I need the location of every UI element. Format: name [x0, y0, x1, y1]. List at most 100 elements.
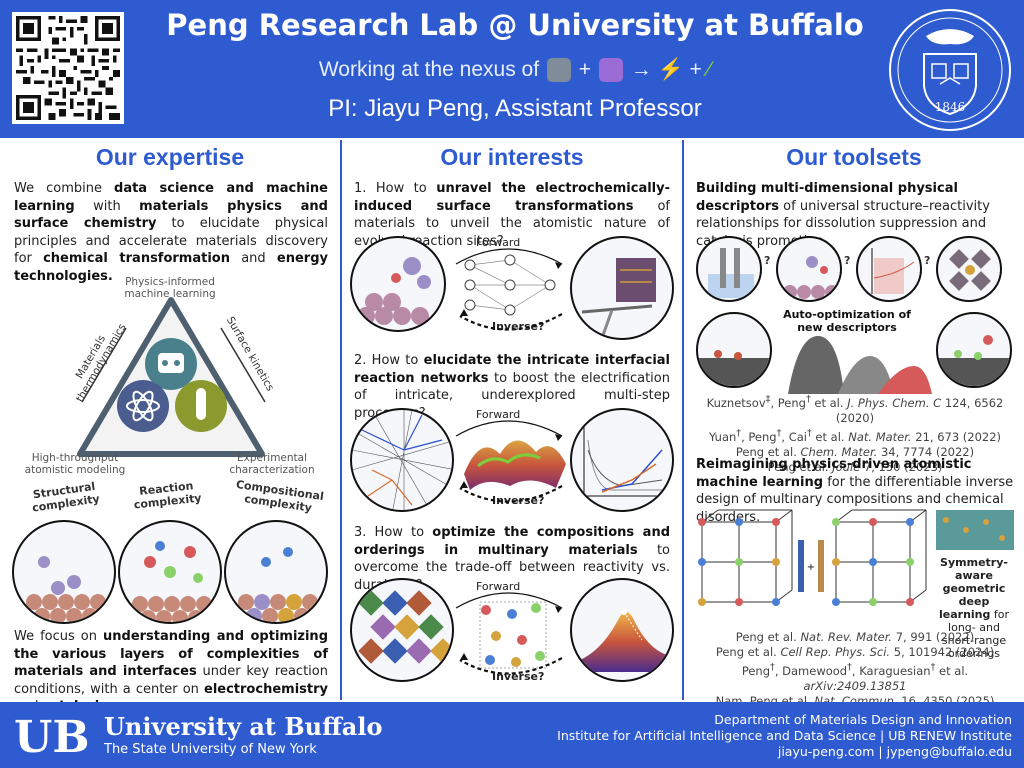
ub-logo-icon[interactable]: UB — [14, 712, 100, 763]
reference-text: et al. — [810, 395, 848, 410]
body-text: 2. How to — [354, 353, 424, 368]
footer-affiliations: Department of Materials Design and Innov… — [557, 712, 1012, 760]
reference-2[interactable]: Yuan†, Peng†, Cai† et al. Nat. Mater. 21… — [696, 426, 1014, 445]
reference-text: et al. — [811, 429, 849, 444]
body-text: with — [74, 198, 140, 214]
tri-bottom-right-label: Experimental characterization — [229, 452, 315, 476]
footer-contact[interactable]: jiayu-peng.com | jypeng@buffalo.edu — [777, 744, 1012, 759]
reference-text: 34, 7774 (2022) — [877, 444, 975, 459]
lab-title: Peng Research Lab @ University at Buffal… — [166, 8, 864, 42]
reference-text: 21, 673 (2022) — [911, 429, 1002, 444]
surface-circle-right — [936, 312, 1012, 388]
q2-left-circle — [350, 408, 454, 512]
author-mark: † — [736, 427, 742, 439]
reference-text: Peng et al. — [735, 630, 801, 644]
svg-text:+: + — [807, 562, 815, 573]
expertise-heading: Our expertise — [95, 144, 245, 170]
reference-text: Yuan — [708, 429, 737, 444]
reference-text: 5, 101942 (2024) — [890, 645, 995, 659]
tagline-plus-2: + — [689, 58, 702, 81]
emphasis-text: energy technologies. — [14, 251, 328, 284]
body-text: under key reaction conditions, with a ce… — [14, 664, 328, 697]
compositional-complexity-circle — [224, 520, 328, 624]
university-seal-icon: 1846 — [889, 9, 1011, 131]
pi-line: PI: Jiayu Peng, Assistant Professor — [328, 95, 702, 122]
university-system: The State University of New York — [104, 742, 317, 757]
reference-4[interactable]: Peng et al. Joule 7, 150 (2023) — [696, 460, 1014, 475]
reference-text: , Damewood — [774, 663, 848, 678]
author-mark: ‡ — [765, 394, 771, 405]
emphasis-text: chemical transformation — [43, 251, 230, 266]
author-mark: † — [847, 662, 852, 673]
emphasis-text: Building multi-dimensional physical desc… — [696, 181, 958, 214]
emphasis-text: Reimagining physics-driven atomistic mac… — [696, 457, 972, 490]
symmetry-aware-note: Symmetry-aware geometric deep learning f… — [932, 556, 1016, 660]
footer-institutes: Institute for Artificial Intelligence an… — [557, 728, 1012, 743]
expertise-intro: We combine data science and machine lear… — [14, 180, 328, 285]
interests-column: Our interests 1. How to unravel the elec… — [342, 140, 682, 700]
reference-7[interactable]: Peng†, Damewood†, Karaguesian† et al. ar… — [696, 660, 1014, 694]
reference-5[interactable]: Peng et al. Nat. Rev. Mater. 7, 991 (202… — [696, 630, 1014, 645]
reference-text: , Peng — [741, 429, 777, 444]
university-name[interactable]: University at Buffalo — [104, 712, 383, 741]
reference-text: Peng et al. — [715, 645, 781, 659]
robot-icon — [546, 58, 571, 83]
reference-text: , Peng — [770, 395, 806, 410]
descriptor-circle-2 — [776, 236, 842, 302]
body-text: We combine — [14, 181, 115, 196]
emphasis-text: elucidate the intricate interfacial reac… — [354, 353, 670, 386]
right-arrow — [220, 327, 266, 403]
q1-forward-label: Forward — [476, 236, 521, 249]
reference-text: 7, 991 (2022) — [892, 630, 975, 644]
reference-text: , Cai — [781, 429, 807, 444]
reference-1[interactable]: Kuznetsov‡, Peng† et al. J. Phys. Chem. … — [696, 392, 1014, 426]
qr-code[interactable] — [12, 12, 124, 124]
reference-text: et al. — [935, 663, 969, 678]
reference-6[interactable]: Peng et al. Cell Rep. Phys. Sci. 5, 1019… — [696, 645, 1014, 660]
reference-text: Peng — [741, 663, 771, 678]
toolsets-paragraph-2: Reimagining physics-driven atomistic mac… — [696, 456, 1014, 526]
q1-right-circle — [570, 236, 674, 340]
q3-crystal-structure-icon — [479, 601, 547, 669]
tri-bottom-left-label: High-throughput atomistic modeling — [24, 452, 126, 476]
q2-forward-label: Forward — [476, 408, 521, 421]
footer-banner: UB University at Buffalo The State Unive… — [0, 702, 1024, 768]
crystal-lattice-left — [698, 509, 793, 606]
q1-inverse-label: Inverse? — [492, 320, 545, 333]
journal-name: Nat. Mater. — [848, 429, 912, 444]
header-banner: Peng Research Lab @ University at Buffal… — [0, 0, 1024, 138]
descriptor-vectors-icon: + — [798, 540, 824, 592]
expertise-triangle-diagram — [77, 297, 266, 457]
crystal-lattice-right — [832, 509, 927, 606]
reference-text: Kuznetsov — [706, 395, 766, 410]
body-text: 3. How to — [354, 525, 433, 540]
q3-forward-label: Forward — [476, 580, 521, 593]
author-mark: † — [770, 662, 775, 673]
journal-name: Cell Rep. Phys. Sci. — [780, 645, 891, 659]
symmetry-aware-rest: for long- and short-range orderings — [941, 608, 1009, 660]
q2-energy-surface-icon — [464, 440, 566, 490]
emphasis-text: optimize the compositions and orderings … — [354, 525, 671, 558]
toolsets-column: Our toolsets Building multi-dimensional … — [684, 140, 1024, 708]
lightning-icon: ⚡ — [657, 58, 684, 81]
q3-left-circle — [350, 578, 454, 682]
emphasis-text: materials physics and surface chemistry — [14, 198, 328, 232]
seal-year: 1846 — [935, 100, 966, 114]
emphasis-text: understanding and optimizing the various… — [14, 629, 328, 679]
body-text: to elucidate physical principles and acc… — [14, 216, 329, 266]
emphasis-text: data science and machine learning — [14, 181, 328, 214]
reference-text: 124, 6562 (2020) — [835, 395, 1004, 425]
tagline-plus-1: + — [578, 58, 592, 81]
reference-3[interactable]: Peng et al. Chem. Mater. 34, 7774 (2022) — [696, 445, 1014, 460]
journal-name: J. Phys. Chem. C — [847, 395, 942, 410]
author-mark: † — [930, 662, 936, 673]
body-text: We focus on — [14, 629, 104, 644]
auto-optimization-label: Auto-optimization of new descriptors — [783, 308, 911, 334]
symmetry-aware-bold: Symmetry-aware geometric deep learning — [938, 556, 1008, 621]
emphasis-text: unravel the electrochemically-induced su… — [354, 181, 671, 214]
author-mark: † — [805, 394, 811, 405]
structural-complexity-circle — [12, 520, 116, 624]
expertise-column: Our expertise We combine data science an… — [0, 140, 340, 714]
interests-heading: Our interests — [440, 144, 584, 170]
q2-right-circle — [570, 408, 674, 512]
